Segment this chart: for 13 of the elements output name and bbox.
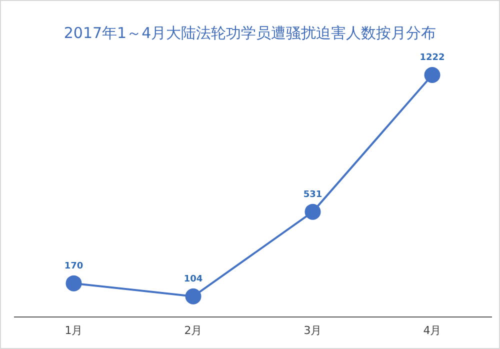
data-label: 1222: [420, 53, 445, 63]
x-tick-label: 4月: [423, 324, 442, 337]
point: [304, 204, 321, 220]
point: [424, 67, 440, 83]
x-tick-label: 2月: [184, 324, 202, 337]
x-tick-label: 1月: [64, 324, 83, 337]
point: [66, 275, 82, 292]
data-label: 104: [184, 274, 203, 284]
data-label: 170: [64, 261, 84, 272]
data-label: 531: [303, 190, 322, 200]
x-tick-label: 3月: [304, 324, 322, 337]
point: [185, 288, 202, 304]
chart-title: 2017年1～4月大陆法轮功学员遭骚扰迫害人数按月分布: [64, 24, 436, 42]
